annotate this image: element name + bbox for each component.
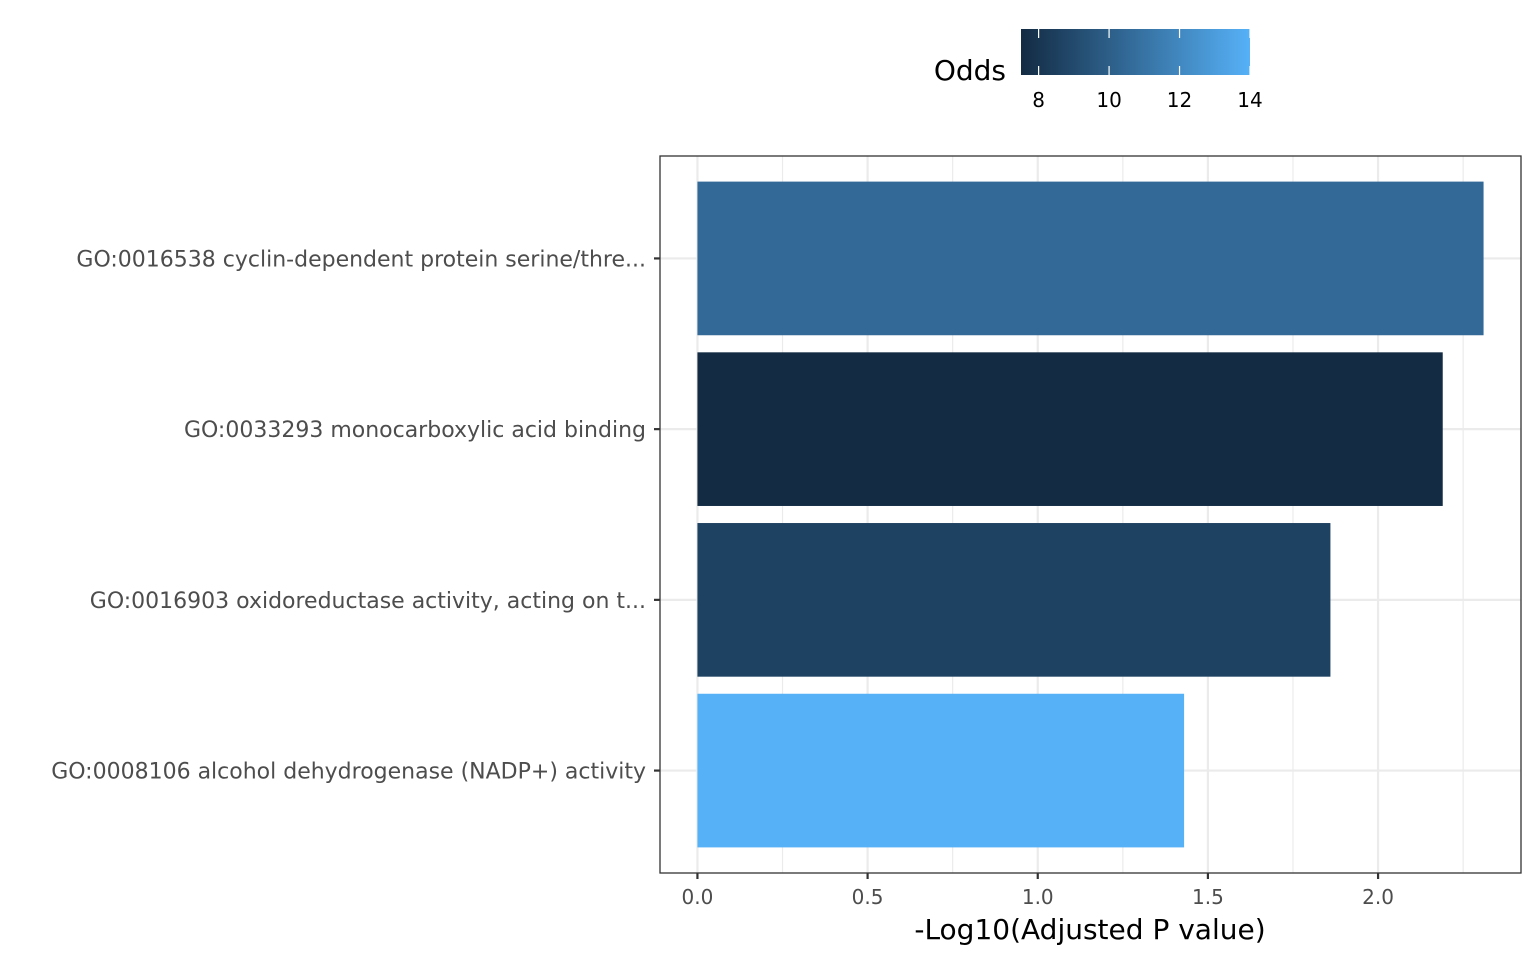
legend-ticks: 8 10 12 14 bbox=[1032, 29, 1263, 112]
legend-title: Odds bbox=[934, 54, 1006, 87]
bar bbox=[697, 181, 1484, 336]
panel-border bbox=[659, 155, 1522, 874]
x-tick-label: 0.0 bbox=[682, 885, 714, 909]
legend-tick-label: 12 bbox=[1167, 88, 1192, 112]
bar bbox=[697, 523, 1331, 677]
legend-tick-label: 10 bbox=[1096, 88, 1121, 112]
y-tick-label: GO:0016903 oxidoreductase activity, acti… bbox=[90, 589, 646, 614]
bar bbox=[697, 352, 1443, 506]
y-tick-label: GO:0016538 cyclin-dependent protein seri… bbox=[76, 247, 646, 272]
legend-tick-label: 8 bbox=[1032, 88, 1045, 112]
plot-panel bbox=[659, 155, 1522, 874]
bars bbox=[697, 181, 1484, 848]
x-tick-label: 0.5 bbox=[852, 885, 884, 909]
legend: Odds 8 10 12 14 bbox=[934, 29, 1263, 112]
y-tick-label: GO:0033293 monocarboxylic acid binding bbox=[184, 418, 646, 443]
x-axis-title: -Log10(Adjusted P value) bbox=[914, 913, 1265, 946]
legend-tick-label: 14 bbox=[1237, 88, 1262, 112]
x-tick-label: 1.5 bbox=[1192, 885, 1224, 909]
y-axis: GO:0016538 cyclin-dependent protein seri… bbox=[51, 247, 660, 785]
y-tick-label: GO:0008106 alcohol dehydrogenase (NADP+)… bbox=[51, 760, 646, 785]
x-axis: 0.0 0.5 1.0 1.5 2.0 bbox=[682, 873, 1394, 909]
bar bbox=[697, 693, 1185, 848]
legend-colorbar bbox=[1021, 29, 1250, 75]
x-tick-label: 2.0 bbox=[1362, 885, 1394, 909]
x-tick-label: 1.0 bbox=[1022, 885, 1054, 909]
